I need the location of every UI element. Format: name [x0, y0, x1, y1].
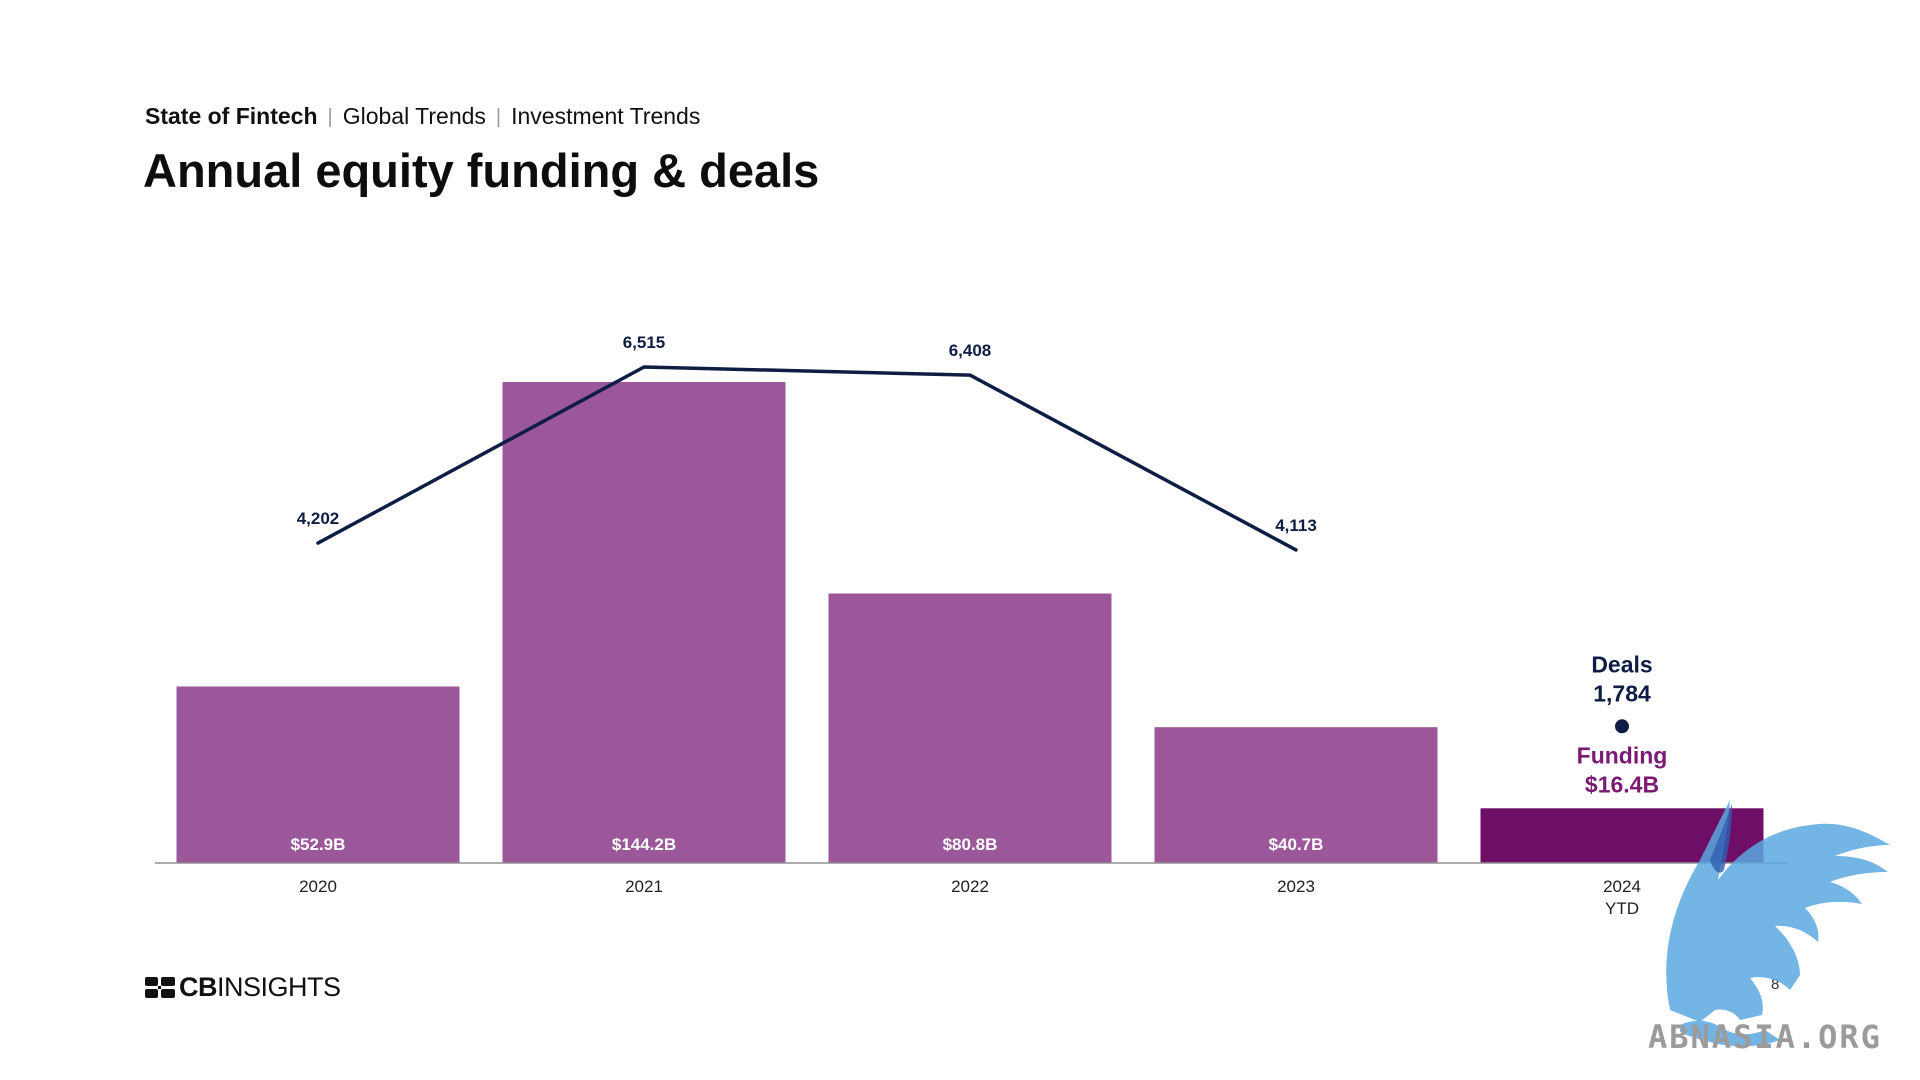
- x-axis-tick-label: YTD: [1605, 899, 1639, 918]
- deals-line[interactable]: [316, 365, 1298, 552]
- deals-data-label: 4,202: [297, 509, 340, 528]
- x-axis-tick-label: 2022: [951, 877, 989, 896]
- deals-annotation-title: Deals: [1591, 651, 1652, 677]
- breadcrumb-separator: |: [327, 106, 333, 128]
- funding-bar[interactable]: [1154, 727, 1438, 863]
- x-axis-tick-label: 2024: [1603, 877, 1641, 896]
- breadcrumb: State of Fintech | Global Trends | Investmen…: [145, 101, 700, 133]
- funding-bar-label: $80.8B: [943, 835, 998, 854]
- funding-bar[interactable]: [502, 382, 786, 863]
- funding-bar-label: $144.2B: [612, 835, 676, 854]
- page-title: Annual equity funding & deals: [143, 144, 820, 197]
- watermark-text: ABNASIA.ORG: [1648, 1018, 1882, 1056]
- funding-bar-label: $52.9B: [291, 835, 346, 854]
- deals-data-label: 4,113: [1275, 516, 1317, 535]
- funding-bar[interactable]: [828, 593, 1112, 864]
- funding-annotation-value: $16.4B: [1585, 771, 1659, 797]
- deals-data-label: 6,408: [949, 341, 992, 360]
- x-axis-tick-label: 2020: [299, 877, 337, 896]
- x-axis-tick-label: 2021: [625, 877, 663, 896]
- funding-annotation-title: Funding: [1577, 742, 1668, 768]
- breadcrumb-item-investment-trends[interactable]: Investment Trends: [511, 103, 701, 129]
- deals-data-label: 6,515: [623, 333, 666, 352]
- funding-bar[interactable]: [176, 686, 460, 864]
- breadcrumb-item-global-trends[interactable]: Global Trends: [342, 103, 486, 129]
- breadcrumb-separator: |: [495, 106, 502, 128]
- cb-insights-logo: CBINSIGHTS: [145, 972, 341, 1002]
- x-axis-tick-label: 2023: [1277, 877, 1315, 896]
- deals-annotation-value: 1,784: [1593, 680, 1651, 706]
- breadcrumb-item-state-of-fintech[interactable]: State of Fintech: [145, 103, 318, 129]
- cb-insights-logo-icon: [145, 976, 175, 998]
- griffin-watermark-icon: [1666, 800, 1890, 1047]
- bars-layer: [176, 382, 1764, 864]
- deals-point[interactable]: [1615, 719, 1629, 734]
- page-number: 8: [1771, 976, 1780, 993]
- cb-insights-logo-text: CBINSIGHTS: [179, 972, 341, 1002]
- labels-layer: $52.9B $144.2B $80.8B $40.7B 2020 2021 2022 202…: [291, 333, 1668, 918]
- funding-bar-label: $40.7B: [1269, 835, 1324, 854]
- deals-line-layer: [316, 365, 1298, 552]
